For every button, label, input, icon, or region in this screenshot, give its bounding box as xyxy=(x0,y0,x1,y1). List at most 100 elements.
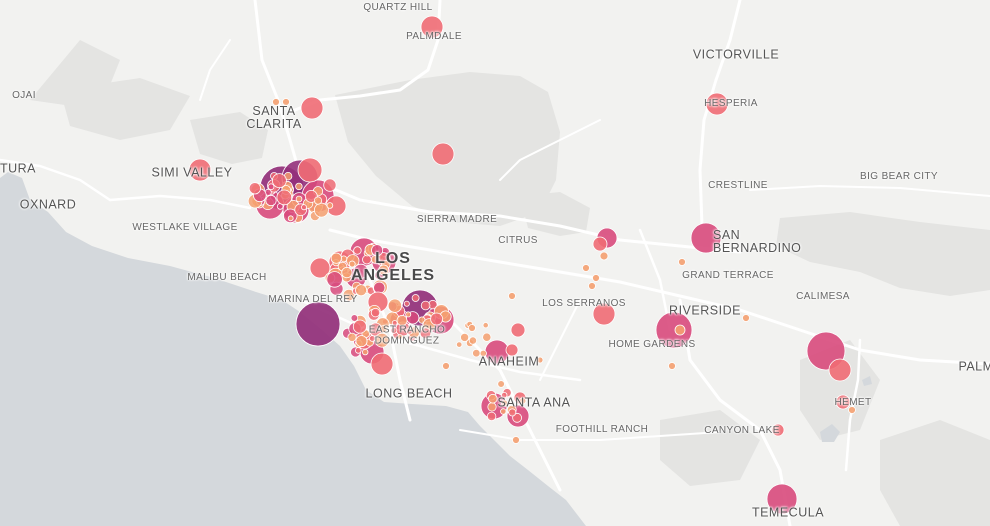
incident-bubble[interactable] xyxy=(342,288,356,302)
incident-bubble[interactable] xyxy=(368,335,376,342)
incident-bubble[interactable] xyxy=(705,92,729,116)
incident-bubble[interactable] xyxy=(678,258,686,266)
incident-bubble[interactable] xyxy=(487,393,498,404)
incident-bubble[interactable] xyxy=(674,324,686,336)
incident-bubble[interactable] xyxy=(287,215,294,222)
incident-bubble[interactable] xyxy=(354,347,362,354)
incident-bubble[interactable] xyxy=(403,300,410,307)
incident-bubble[interactable] xyxy=(397,334,404,341)
incident-bubble[interactable] xyxy=(370,352,394,376)
incident-bubble[interactable] xyxy=(405,311,412,318)
incident-bubble[interactable] xyxy=(848,406,856,414)
incident-bubble[interactable] xyxy=(468,336,477,345)
incident-bubble[interactable] xyxy=(592,302,616,326)
incident-bubble[interactable] xyxy=(501,399,508,407)
incident-bubble[interactable] xyxy=(442,362,450,370)
incident-bubble[interactable] xyxy=(668,362,676,370)
incident-bubble[interactable] xyxy=(347,332,357,342)
incident-bubble[interactable] xyxy=(295,182,303,191)
incident-bubble[interactable] xyxy=(512,436,520,444)
incident-bubble[interactable] xyxy=(396,314,408,326)
incident-bubble[interactable] xyxy=(300,96,324,120)
incident-bubble[interactable] xyxy=(582,264,590,272)
incident-bubble[interactable] xyxy=(828,358,852,382)
incident-bubble[interactable] xyxy=(378,264,390,276)
incident-bubble[interactable] xyxy=(353,263,369,279)
incident-bubble[interactable] xyxy=(341,266,353,279)
incident-bubble[interactable] xyxy=(512,412,522,423)
incident-bubble[interactable] xyxy=(295,195,303,203)
incident-bubble[interactable] xyxy=(348,260,356,268)
incident-bubble[interactable] xyxy=(271,173,287,189)
incident-bubble[interactable] xyxy=(766,483,798,515)
incident-bubble[interactable] xyxy=(497,380,505,388)
incident-bubble[interactable] xyxy=(500,408,507,415)
incident-bubble[interactable] xyxy=(536,356,544,364)
incident-bubble[interactable] xyxy=(272,98,280,106)
incident-bubble[interactable] xyxy=(282,98,290,106)
incident-bubble[interactable] xyxy=(510,322,526,338)
incident-bubble[interactable] xyxy=(313,196,323,205)
incident-bubble[interactable] xyxy=(300,204,307,211)
incident-bubble[interactable] xyxy=(362,348,369,356)
incident-bubble[interactable] xyxy=(248,182,261,195)
incident-bubble[interactable] xyxy=(482,332,492,342)
incident-bubble[interactable] xyxy=(468,324,476,332)
incident-bubble[interactable] xyxy=(370,307,381,318)
incident-bubble[interactable] xyxy=(487,402,497,412)
incident-bubble[interactable] xyxy=(835,394,851,410)
incident-bubble[interactable] xyxy=(430,312,444,326)
incident-bubble[interactable] xyxy=(479,349,487,357)
incident-bubble[interactable] xyxy=(350,314,359,322)
incident-bubble[interactable] xyxy=(370,255,380,264)
incident-bubble[interactable] xyxy=(267,183,275,191)
incident-bubble[interactable] xyxy=(484,339,510,365)
incident-bubble[interactable] xyxy=(508,292,516,300)
incident-bubble[interactable] xyxy=(742,314,750,322)
incident-bubble[interactable] xyxy=(297,157,323,183)
incident-bubble[interactable] xyxy=(592,236,608,252)
incident-bubble[interactable] xyxy=(472,349,481,358)
incident-bubble[interactable] xyxy=(411,294,420,302)
incident-bubble[interactable] xyxy=(505,343,519,357)
incident-bubble[interactable] xyxy=(353,246,362,255)
incident-bubble[interactable] xyxy=(690,222,722,254)
incident-bubble[interactable] xyxy=(374,332,390,348)
incident-bubble[interactable] xyxy=(352,319,367,334)
incident-bubble[interactable] xyxy=(486,411,497,422)
incident-bubble[interactable] xyxy=(379,325,388,334)
incident-bubble[interactable] xyxy=(387,298,402,313)
incident-bubble[interactable] xyxy=(188,158,212,182)
incident-bubble[interactable] xyxy=(420,15,444,39)
incident-bubble[interactable] xyxy=(519,397,527,405)
incident-bubble[interactable] xyxy=(460,332,470,342)
incident-bubble[interactable] xyxy=(508,408,517,417)
incident-bubble[interactable] xyxy=(456,341,463,348)
incident-bubble[interactable] xyxy=(326,271,343,288)
incident-bubble[interactable] xyxy=(323,178,337,192)
incident-bubble[interactable] xyxy=(588,282,596,290)
incident-bubble[interactable] xyxy=(390,326,398,334)
incident-bubble[interactable] xyxy=(276,189,293,206)
incident-bubble[interactable] xyxy=(592,274,600,282)
incident-bubble[interactable] xyxy=(405,327,413,335)
incident-bubble[interactable] xyxy=(330,252,342,264)
incident-bubble[interactable] xyxy=(295,301,341,347)
incident-bubble[interactable] xyxy=(599,251,609,261)
incident-bubble[interactable] xyxy=(419,327,432,340)
incident-bubble[interactable] xyxy=(655,311,693,349)
incident-bubble[interactable] xyxy=(313,202,329,218)
incident-bubble[interactable] xyxy=(362,254,372,265)
incident-bubble[interactable] xyxy=(482,322,489,329)
incident-bubble[interactable] xyxy=(420,300,431,311)
incident-bubble[interactable] xyxy=(391,320,398,326)
incident-bubble[interactable] xyxy=(355,335,368,348)
incident-bubble[interactable] xyxy=(371,244,384,257)
incident-bubble[interactable] xyxy=(326,202,334,209)
incident-bubble[interactable] xyxy=(355,284,368,297)
incident-bubble[interactable] xyxy=(265,194,277,207)
incident-bubble[interactable] xyxy=(771,423,785,437)
incident-bubble[interactable] xyxy=(501,392,508,399)
incident-bubble[interactable] xyxy=(431,142,455,166)
